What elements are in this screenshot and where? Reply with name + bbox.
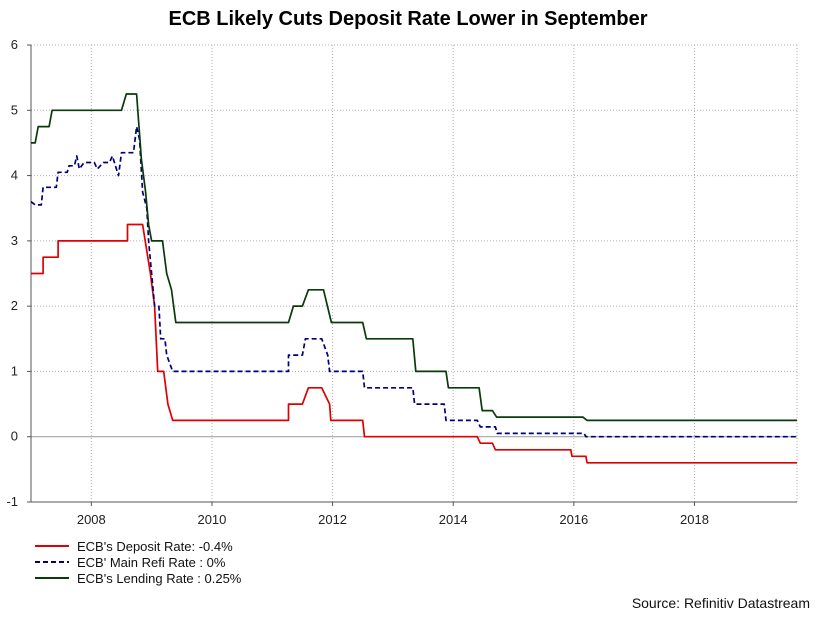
legend-label-3: ECB's Lending Rate : 0.25%	[77, 571, 242, 586]
legend: ECB's Deposit Rate: -0.4%ECB' Main Refi …	[35, 539, 242, 586]
chart-title: ECB Likely Cuts Deposit Rate Lower in Se…	[169, 8, 648, 30]
series-line-3	[31, 93, 797, 422]
legend-label-2: ECB' Main Refi Rate : 0%	[77, 555, 226, 570]
y-tick-label: 3	[11, 233, 18, 248]
series-line-2	[30, 125, 797, 438]
y-tick-label: 2	[11, 298, 18, 313]
x-tick-label: 2008	[77, 512, 106, 527]
y-tick-label: -1	[6, 494, 18, 509]
x-tick-label: 2018	[680, 512, 709, 527]
series-layer	[30, 93, 797, 464]
y-tick-label: 4	[11, 168, 18, 183]
y-tick-label: 6	[11, 37, 18, 52]
y-tick-label: 1	[11, 363, 18, 378]
x-tick-label: 2012	[318, 512, 347, 527]
grid-layer	[31, 44, 798, 502]
y-tick-label: 5	[11, 102, 18, 117]
x-tick-label: 2010	[197, 512, 226, 527]
axis-layer: -1 0 1 2 3 4 5 6 2008 2010 2012 2014 2016 2018	[6, 37, 797, 527]
x-tick-label: 2014	[439, 512, 468, 527]
x-tick-label: 2016	[559, 512, 588, 527]
legend-label-1: ECB's Deposit Rate: -0.4%	[77, 539, 233, 554]
series-line-1	[31, 223, 797, 464]
source-note: Source: Refinitiv Datastream	[632, 595, 810, 611]
y-tick-label: 0	[11, 429, 18, 444]
